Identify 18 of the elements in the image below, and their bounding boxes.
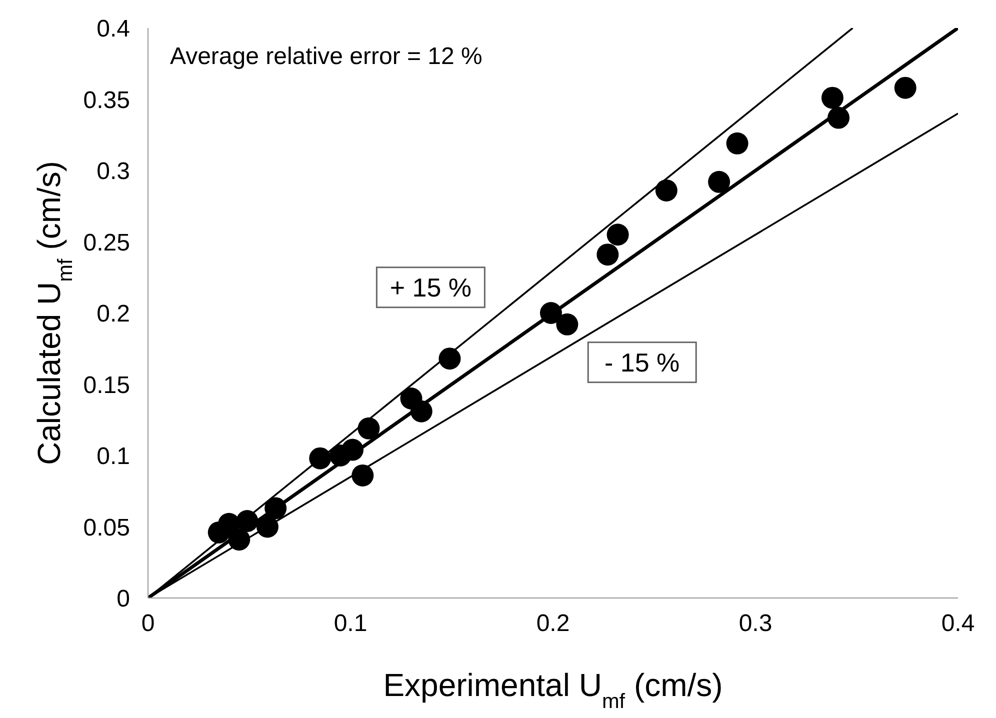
- series-label: - 15 %: [604, 347, 680, 378]
- y-tick-label: 0.1: [96, 443, 130, 470]
- y-tick-label: 0.4: [96, 16, 130, 43]
- x-tick-label: 0: [141, 610, 155, 638]
- annotation: Average relative error = 12 %: [170, 43, 482, 70]
- y-tick-label: 0.15: [83, 372, 130, 399]
- series-label: + 15 %: [390, 272, 472, 302]
- x-axis-title: Experimental U$_{mf}$ (cm/s): [383, 667, 723, 712]
- y-tick-label: 0.05: [83, 514, 130, 542]
- y-tick-label: 0.2: [96, 300, 130, 328]
- x-tick-label: 0.2: [536, 610, 570, 638]
- y-tick-label: 0.3: [96, 158, 130, 186]
- y-tick-label: 0.25: [83, 229, 130, 256]
- x-tick-label: 0.4: [941, 610, 975, 638]
- y-tick-label: 0.35: [83, 86, 130, 114]
- x-tick-label: 0.3: [738, 610, 772, 638]
- x-tick-label: 0.1: [334, 610, 368, 638]
- y-tick-label: 0: [116, 586, 130, 613]
